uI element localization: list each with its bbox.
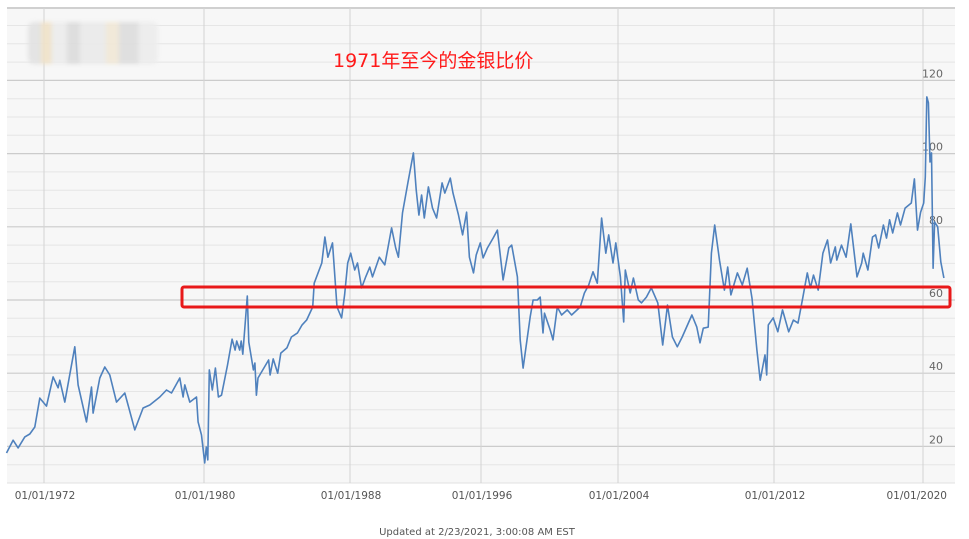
updated-timestamp: Updated at 2/23/2021, 3:00:08 AM EST	[379, 527, 576, 538]
y-tick-label: 20	[929, 433, 943, 446]
gridlines	[7, 7, 955, 484]
x-tick-label: 01/01/1996	[452, 490, 513, 502]
x-tick-label: 01/01/2004	[589, 490, 650, 502]
y-tick-label: 120	[922, 67, 943, 80]
y-tick-label: 60	[929, 287, 943, 300]
y-tick-label: 100	[922, 141, 943, 154]
x-tick-label: 01/01/2020	[886, 490, 947, 502]
x-tick-label: 01/01/2012	[745, 490, 806, 502]
x-tick-label: 01/01/1972	[15, 490, 76, 502]
blurred-logo	[28, 22, 158, 64]
chart-title: 1971年至今的金银比价	[333, 50, 533, 72]
highlight-box	[180, 285, 952, 309]
x-tick-label: 01/01/1980	[175, 490, 236, 502]
series-line	[5, 96, 945, 464]
y-tick-label: 40	[929, 360, 943, 373]
x-tick-label: 01/01/1988	[321, 490, 382, 502]
x-axis-labels: 01/01/1972 01/01/1980 01/01/1988 01/01/1996…	[15, 490, 947, 502]
